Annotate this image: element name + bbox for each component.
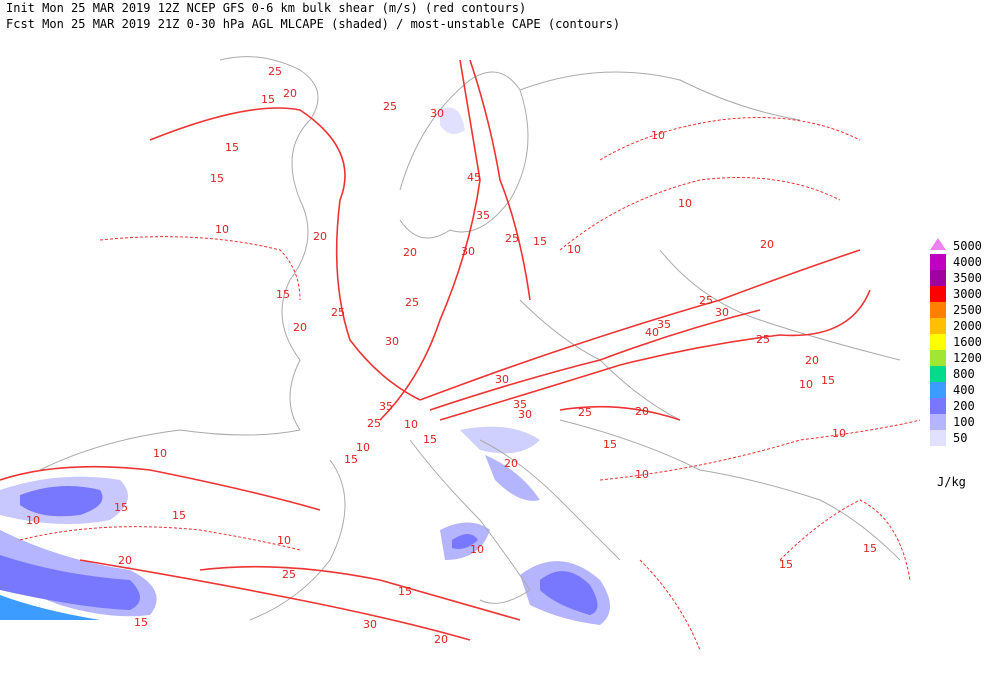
contour-label: 20 [403, 246, 417, 259]
contour-label: 15 [172, 509, 186, 522]
contour-label: 25 [367, 417, 381, 430]
contour-label: 10 [567, 243, 581, 256]
header-line-1: Init Mon 25 MAR 2019 12Z NCEP GFS 0-6 km… [6, 1, 526, 15]
contour-label: 25 [756, 333, 770, 346]
legend-unit: J/kg [937, 475, 966, 489]
contour-label: 25 [268, 65, 282, 78]
contour-label: 10 [470, 543, 484, 556]
contour-label: 30 [715, 306, 729, 319]
shear-contours [0, 59, 871, 641]
legend-label: 2000 [953, 319, 982, 333]
legend-swatch [930, 334, 946, 350]
contour-label: 25 [282, 568, 296, 581]
legend-swatch [930, 286, 946, 302]
contour-label: 15 [344, 453, 358, 466]
contour-label: 20 [118, 554, 132, 567]
legend-swatch [930, 254, 946, 270]
contour-label: 20 [283, 87, 297, 100]
contour-label: 15 [276, 288, 290, 301]
contour-label: 25 [505, 232, 519, 245]
contour-label: 25 [699, 294, 713, 307]
contour-label: 30 [518, 408, 532, 421]
contour-label: 15 [821, 374, 835, 387]
legend-label: 50 [953, 431, 967, 445]
contour-label: 15 [114, 501, 128, 514]
legend-label: 800 [953, 367, 975, 381]
legend-label: 400 [953, 383, 975, 397]
contour-label: 40 [645, 326, 659, 339]
legend-label: 3000 [953, 287, 982, 301]
legend-label: 4000 [953, 255, 982, 269]
legend-swatch [930, 382, 946, 398]
contour-label: 10 [404, 418, 418, 431]
contour-label: 30 [495, 373, 509, 386]
legend-swatch [930, 414, 946, 430]
contour-label: 10 [153, 447, 167, 460]
contour-label: 10 [635, 468, 649, 481]
contour-label: 10 [678, 197, 692, 210]
legend-swatch [930, 270, 946, 286]
contour-label: 20 [293, 321, 307, 334]
contour-label: 25 [405, 296, 419, 309]
contour-label: 30 [461, 245, 475, 258]
contour-label: 15 [779, 558, 793, 571]
legend-swatch [930, 398, 946, 414]
contour-label: 10 [832, 427, 846, 440]
legend-label: 3500 [953, 271, 982, 285]
contour-label: 15 [398, 585, 412, 598]
legend-label: 200 [953, 399, 975, 413]
contour-label: 10 [651, 129, 665, 142]
legend-label: 100 [953, 415, 975, 429]
contour-label: 20 [760, 238, 774, 251]
legend-label: 5000 [953, 239, 982, 253]
legend-arrow [930, 238, 946, 250]
contour-label: 20 [434, 633, 448, 646]
contour-label: 35 [657, 318, 671, 331]
contour-label: 25 [578, 406, 592, 419]
legend: 5000 4000 3500 3000 2500 2000 1600 1200 800 400 20… [930, 238, 982, 446]
contour-label: 35 [379, 400, 393, 413]
contour-label: 20 [313, 230, 327, 243]
contour-label: 10 [215, 223, 229, 236]
legend-swatch [930, 366, 946, 382]
contour-label: 15 [603, 438, 617, 451]
contour-label: 10 [799, 378, 813, 391]
contour-label: 35 [513, 398, 527, 411]
contour-label: 25 [331, 306, 345, 319]
contour-label: 15 [423, 433, 437, 446]
cape-shading [0, 107, 610, 625]
contour-label: 15 [134, 616, 148, 629]
contour-label: 35 [476, 209, 490, 222]
shear-contours-dashed [19, 117, 921, 651]
legend-label: 1200 [953, 351, 982, 365]
legend-label: 1600 [953, 335, 982, 349]
legend-label: 2500 [953, 303, 982, 317]
legend-swatch [930, 350, 946, 366]
contour-label: 20 [504, 457, 518, 470]
contour-label: 30 [385, 335, 399, 348]
contour-label: 30 [430, 107, 444, 120]
contour-label: 10 [26, 514, 40, 527]
contour-label: 30 [363, 618, 377, 631]
contour-label: 25 [383, 100, 397, 113]
contour-label: 15 [210, 172, 224, 185]
contour-label: 10 [356, 441, 370, 454]
contour-label: 45 [467, 171, 481, 184]
contour-label: 20 [805, 354, 819, 367]
contour-label: 10 [277, 534, 291, 547]
contour-label: 15 [863, 542, 877, 555]
header-line-2: Fcst Mon 25 MAR 2019 21Z 0-30 hPa AGL ML… [6, 17, 620, 31]
coastlines [39, 56, 901, 621]
legend-swatch [930, 430, 946, 446]
contour-label: 20 [635, 405, 649, 418]
contour-label: 15 [225, 141, 239, 154]
contour-label: 15 [261, 93, 275, 106]
legend-swatch [930, 302, 946, 318]
legend-swatch [930, 318, 946, 334]
contour-label: 15 [533, 235, 547, 248]
